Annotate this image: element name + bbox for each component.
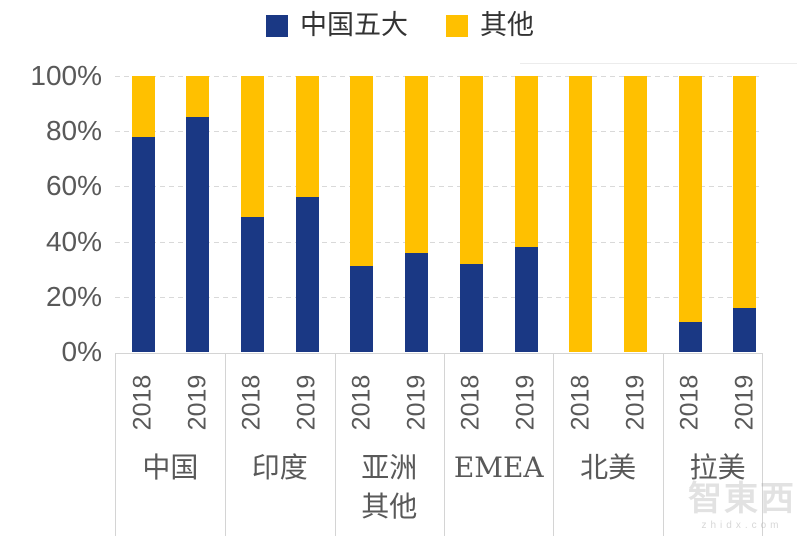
group-divider	[553, 354, 555, 536]
bar-segment-china-top5	[678, 321, 702, 352]
bar-segment-others	[459, 76, 483, 264]
year-label: 2018	[347, 374, 376, 431]
year-label: 2018	[237, 374, 266, 431]
bar-亚洲其他 2018	[350, 76, 374, 352]
y-tick-label: 40%	[45, 225, 102, 257]
y-axis: 100% 80% 60% 40% 20% 0%	[0, 62, 102, 366]
group-divider	[225, 354, 227, 536]
bar-segment-others	[131, 76, 155, 137]
legend-label-china-top5: 中国五大	[300, 10, 408, 41]
group-divider	[443, 354, 445, 536]
group-label-EMEA: EMEA	[445, 449, 553, 488]
bar-segment-china-top5	[240, 216, 264, 352]
y-tick-label: 60%	[45, 170, 102, 202]
bar-segment-china-top5	[733, 307, 757, 352]
bar-segment-others	[405, 76, 429, 253]
year-label: 2019	[511, 374, 540, 431]
bar-segment-china-top5	[350, 266, 374, 352]
bar-segment-china-top5	[514, 247, 538, 352]
plot-area	[115, 76, 763, 352]
bar-segment-others	[240, 76, 264, 217]
bar-北美 2019	[624, 76, 648, 352]
year-label: 2019	[402, 374, 431, 431]
bar-中国 2018	[131, 76, 155, 352]
watermark-brand: 智東西	[688, 479, 796, 519]
group-label-拉美: 拉美	[664, 449, 772, 488]
group-label-line: 中国	[142, 451, 199, 484]
group-label-印度: 印度	[226, 449, 334, 488]
year-label: 2019	[621, 374, 650, 431]
bar-印度 2019	[295, 76, 319, 352]
year-label: 2018	[675, 374, 704, 431]
group-label-line: 拉美	[689, 451, 746, 484]
bar-segment-china-top5	[459, 263, 483, 352]
group-label-亚洲其他: 亚洲 其他	[335, 449, 443, 526]
gridline	[115, 241, 763, 243]
legend-swatch-yellow-icon	[446, 14, 468, 37]
bar-segment-china-top5	[295, 197, 319, 352]
y-tick-label: 100%	[30, 60, 102, 91]
bar-中国 2019	[186, 76, 210, 352]
year-label: 2018	[128, 374, 157, 431]
group-label-line: 其他	[361, 489, 418, 523]
group-label-line: 北美	[580, 451, 637, 484]
year-label: 2019	[292, 374, 321, 431]
y-tick-label: 80%	[45, 115, 102, 147]
group-label-北美: 北美	[554, 449, 662, 488]
bar-拉美 2018	[678, 76, 702, 352]
group-label-line: 亚洲	[361, 451, 418, 484]
legend-item-others: 其他	[446, 12, 534, 39]
bar-segment-others	[569, 76, 593, 352]
legend-swatch-blue-icon	[266, 14, 288, 37]
year-label: 2019	[183, 374, 212, 431]
bar-segment-others	[350, 76, 374, 267]
legend-label-others: 其他	[480, 10, 534, 41]
group-divider	[115, 354, 116, 536]
group-label-中国: 中国	[116, 449, 224, 488]
bar-北美 2018	[569, 76, 593, 352]
bar-EMEA 2018	[459, 76, 483, 352]
bar-segment-others	[624, 76, 648, 352]
group-divider	[662, 354, 664, 536]
gridline	[115, 131, 763, 133]
gridline	[115, 186, 763, 188]
bar-segment-others	[186, 76, 210, 118]
year-label: 2018	[566, 374, 595, 431]
bar-segment-others	[678, 76, 702, 322]
bar-segment-others	[733, 76, 757, 308]
year-label: 2019	[730, 374, 759, 431]
group-divider	[762, 354, 763, 536]
bar-拉美 2019	[733, 76, 757, 352]
y-tick-label: 20%	[45, 280, 102, 312]
bar-segment-china-top5	[405, 252, 429, 352]
bar-亚洲其他 2019	[405, 76, 429, 352]
group-label-line: 印度	[251, 451, 308, 484]
gridline	[115, 296, 763, 298]
bar-EMEA 2019	[514, 76, 538, 352]
legend: 中国五大 其他	[0, 12, 800, 39]
bar-segment-others	[295, 76, 319, 198]
group-label-line: EMEA	[453, 451, 544, 484]
faint-border-line	[520, 63, 797, 64]
group-divider	[334, 354, 336, 536]
bar-印度 2018	[240, 76, 264, 352]
bar-segment-others	[514, 76, 538, 248]
watermark-domain: zhidx.com	[701, 520, 783, 531]
watermark: 智東西 zhidx.com	[686, 482, 798, 531]
bar-segment-china-top5	[131, 136, 155, 352]
x-axis-label-area: 2018 2019 2018 2019 2018 2019 2018 2019 2018 2019…	[115, 353, 763, 536]
legend-item-china-top5: 中国五大	[266, 12, 408, 39]
y-tick-label: 0%	[61, 336, 102, 367]
year-label: 2018	[456, 374, 485, 431]
bar-segment-china-top5	[186, 117, 210, 352]
gridline	[115, 76, 763, 77]
